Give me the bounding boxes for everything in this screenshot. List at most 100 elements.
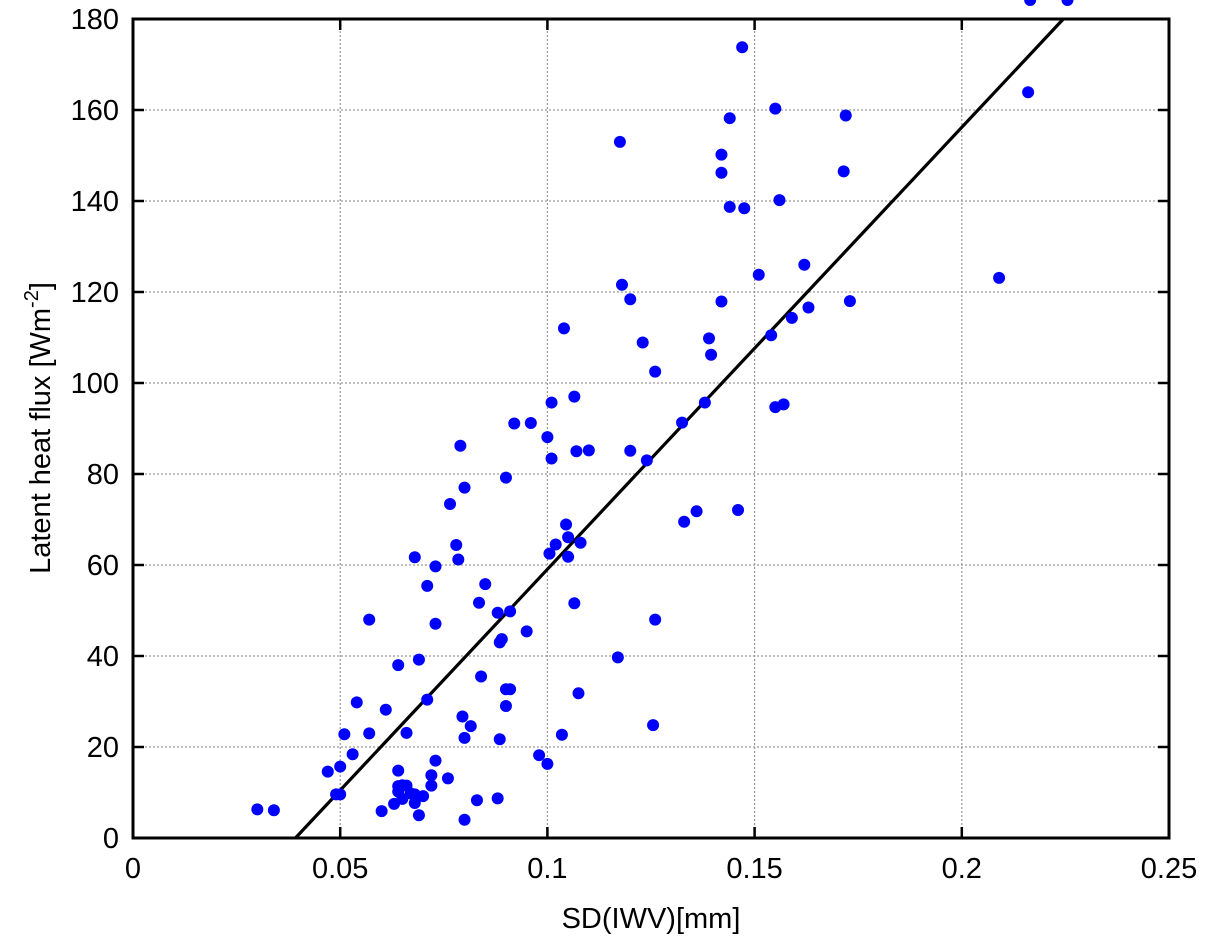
data-point <box>545 452 558 465</box>
data-point <box>785 311 798 324</box>
data-point <box>346 748 359 761</box>
data-point <box>452 553 465 566</box>
data-point <box>572 687 585 700</box>
data-point <box>765 329 778 342</box>
data-point <box>491 792 504 805</box>
data-points <box>251 0 1074 826</box>
axis-ticks <box>131 17 1171 840</box>
data-point <box>557 322 570 335</box>
data-point <box>568 390 581 403</box>
x-tick-labels: 0 0.05 0.1 0.15 0.2 0.25 <box>125 853 1197 885</box>
data-point <box>425 779 438 792</box>
y-tick-label: 120 <box>71 277 119 309</box>
data-point <box>408 796 421 809</box>
x-tick-label: 0.2 <box>942 853 982 885</box>
data-point <box>543 547 556 560</box>
data-point <box>690 505 703 518</box>
data-point <box>802 301 815 314</box>
data-point <box>473 596 486 609</box>
data-point <box>421 693 434 706</box>
data-point <box>837 165 850 178</box>
data-point <box>417 790 430 803</box>
data-point <box>723 112 736 125</box>
data-point <box>429 617 442 630</box>
x-tick-label: 0.1 <box>527 853 567 885</box>
data-point <box>703 332 716 345</box>
data-point <box>379 703 392 716</box>
data-point <box>993 271 1006 284</box>
data-point <box>321 765 334 778</box>
data-point <box>499 471 512 484</box>
data-point <box>338 728 351 741</box>
data-point <box>412 653 425 666</box>
data-point <box>251 803 264 816</box>
data-point <box>1024 0 1037 6</box>
data-point <box>444 498 457 511</box>
data-point <box>640 454 653 467</box>
data-point <box>1022 86 1035 99</box>
data-point <box>562 550 575 563</box>
data-point <box>470 794 483 807</box>
data-point <box>363 613 376 626</box>
data-point <box>456 710 469 723</box>
data-point <box>615 278 628 291</box>
data-point <box>334 788 347 801</box>
data-point <box>562 531 575 544</box>
y-axis-label-main: Latent heat flux [Wm <box>25 308 57 574</box>
data-point <box>570 445 583 458</box>
data-point <box>624 444 637 457</box>
data-point <box>412 809 425 822</box>
data-point <box>647 719 660 732</box>
data-point <box>541 757 554 770</box>
x-tick-label: 0.25 <box>1141 853 1197 885</box>
data-point <box>715 295 728 308</box>
data-point <box>491 606 504 619</box>
data-point <box>429 754 442 767</box>
data-point <box>408 551 421 564</box>
y-tick-label: 160 <box>71 95 119 127</box>
x-tick-label: 0.05 <box>312 853 368 885</box>
data-point <box>649 365 662 378</box>
y-tick-label: 100 <box>71 368 119 400</box>
data-point <box>676 416 689 429</box>
data-point <box>773 194 786 207</box>
data-point <box>375 805 388 818</box>
data-point <box>611 651 624 664</box>
data-point <box>363 727 376 740</box>
y-tick-label: 20 <box>87 732 119 764</box>
y-tick-label: 0 <box>103 823 119 855</box>
data-point <box>429 560 442 573</box>
y-axis-label: Latent heat flux [Wm-2] <box>21 282 57 574</box>
x-tick-label: 0 <box>125 853 141 885</box>
data-point <box>752 268 765 281</box>
data-point <box>574 536 587 549</box>
grid-lines <box>133 19 1169 838</box>
data-point <box>475 670 488 683</box>
data-point <box>545 396 558 409</box>
data-point <box>582 444 595 457</box>
data-point <box>636 336 649 349</box>
data-point <box>1061 0 1074 6</box>
data-point <box>350 696 363 709</box>
y-tick-label: 60 <box>87 550 119 582</box>
y-tick-label: 140 <box>71 186 119 218</box>
data-point <box>334 760 347 773</box>
data-point <box>613 135 626 148</box>
data-point <box>624 293 637 306</box>
y-axis-label-suffix: ] <box>25 282 57 290</box>
data-point <box>499 700 512 713</box>
data-point <box>723 200 736 213</box>
data-point <box>493 733 506 746</box>
data-point <box>698 396 711 409</box>
data-point <box>441 772 454 785</box>
data-point <box>715 166 728 179</box>
data-point <box>392 764 405 777</box>
y-axis-label-superscript: -2 <box>21 290 43 308</box>
data-point <box>533 749 546 762</box>
data-point <box>450 538 463 551</box>
data-point <box>520 625 533 638</box>
y-tick-label: 40 <box>87 641 119 673</box>
data-point <box>736 41 749 54</box>
x-axis-label: SD(IWV)[mm] <box>562 903 741 935</box>
